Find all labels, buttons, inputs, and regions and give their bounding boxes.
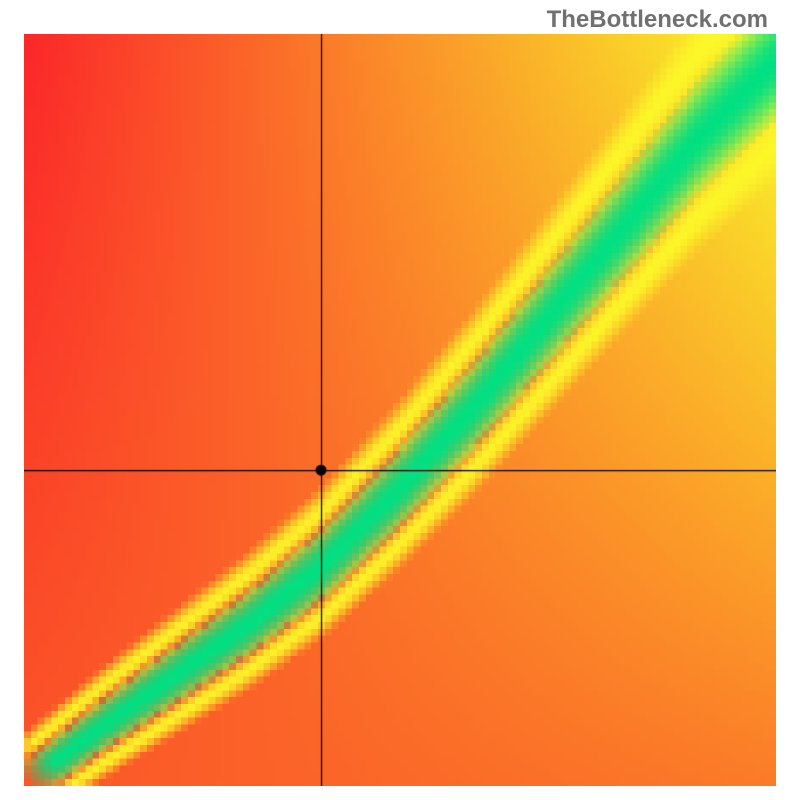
overlay-canvas	[24, 34, 776, 786]
chart-container: TheBottleneck.com	[0, 0, 800, 800]
watermark-text: TheBottleneck.com	[547, 6, 768, 34]
